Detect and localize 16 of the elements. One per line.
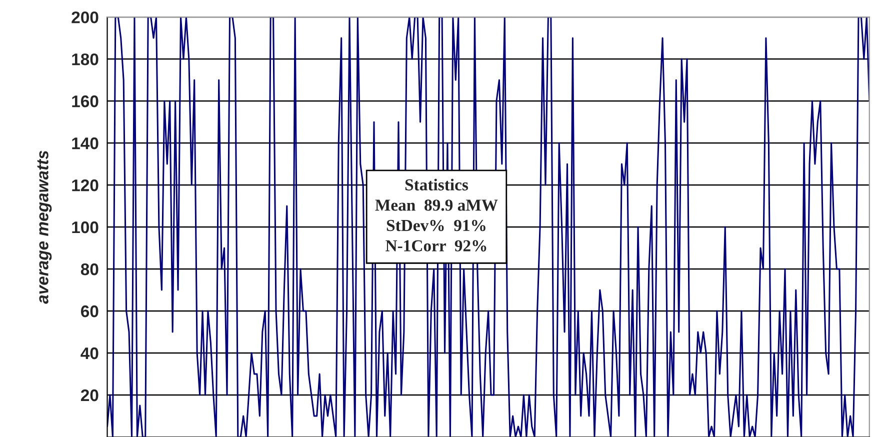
annotation: StDev% 91% <box>386 220 486 232</box>
y-tick-label: 120 <box>72 179 98 192</box>
y-tick-label: 60 <box>80 305 98 318</box>
y-tick-label: 100 <box>72 221 98 234</box>
y-tick-label: 80 <box>80 263 98 276</box>
y-tick-label: 20 <box>80 389 98 402</box>
annotation: N-1Corr 92% <box>386 240 486 252</box>
y-tick-label: 40 <box>80 347 98 360</box>
y-tick-label: 200 <box>72 11 98 24</box>
annotation: Statistics <box>405 178 468 190</box>
y-tick-label: 140 <box>72 137 98 150</box>
y-tick-label: 180 <box>72 53 98 66</box>
y-tick-label: 160 <box>72 95 98 108</box>
y-axis-title: average megawatts <box>37 150 52 304</box>
line-series <box>107 17 870 437</box>
annotation: Mean 89.9 aMW <box>375 200 498 211</box>
